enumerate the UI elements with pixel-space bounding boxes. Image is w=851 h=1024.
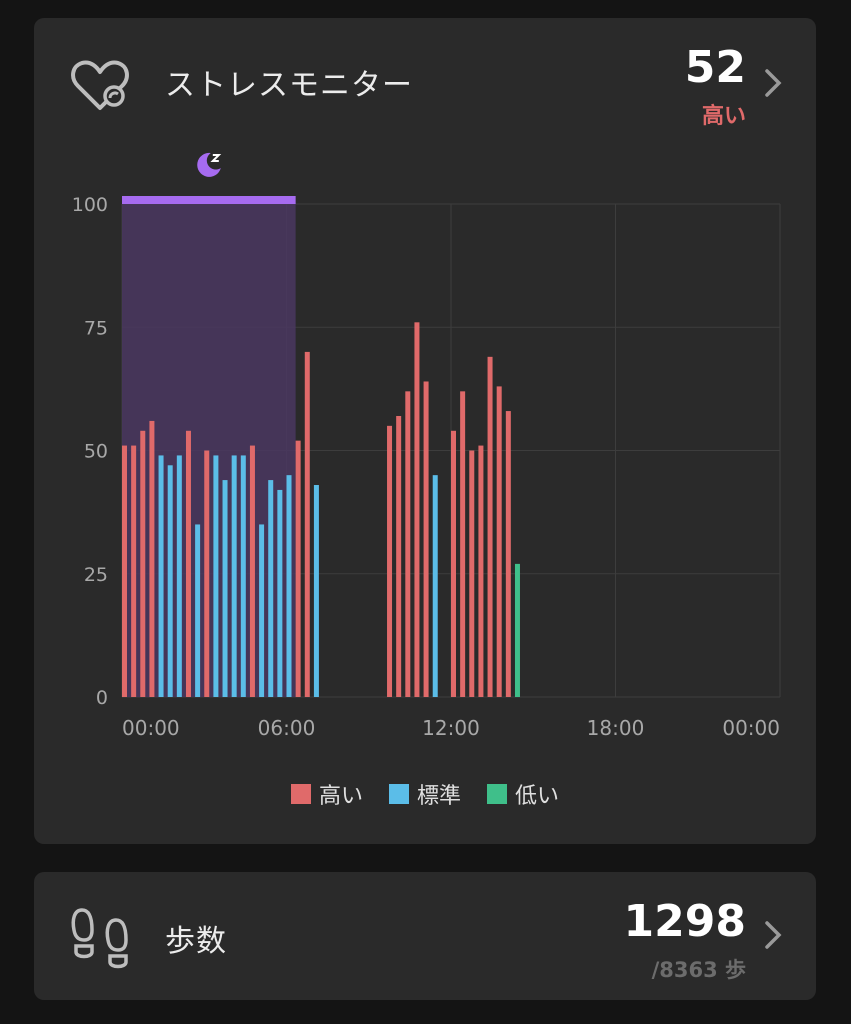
y-tick-label: 100 bbox=[72, 194, 108, 216]
steps-card[interactable]: 歩数 1298 /8363 歩 bbox=[34, 872, 816, 1000]
y-tick-label: 25 bbox=[84, 564, 108, 586]
stress-bar-normal bbox=[432, 475, 438, 697]
stress-bar-normal bbox=[240, 455, 246, 697]
x-tick-label: 00:00 bbox=[722, 716, 780, 740]
x-tick-label: 18:00 bbox=[587, 716, 645, 740]
stress-bar-high bbox=[478, 445, 484, 697]
stress-bar-high bbox=[405, 391, 411, 697]
stress-bar-normal bbox=[286, 475, 292, 697]
stress-monitor-card[interactable]: ストレスモニター 52 高い 0 25 50 75 100 00:00 06:00 12:00… bbox=[34, 18, 816, 844]
y-tick-label: 50 bbox=[84, 441, 108, 463]
x-tick-label: 06:00 bbox=[258, 716, 316, 740]
y-tick-label: 75 bbox=[84, 317, 108, 339]
stress-monitor-title: ストレスモニター bbox=[165, 68, 413, 103]
stress-value: 52 bbox=[684, 42, 746, 93]
stress-level-label: 高い bbox=[701, 104, 746, 129]
sleep-period-bar bbox=[122, 196, 296, 204]
stress-bar-high bbox=[185, 430, 191, 697]
x-tick-label: 12:00 bbox=[422, 716, 480, 740]
chevron-right-icon[interactable] bbox=[764, 68, 782, 102]
stress-bar-chart: 0 25 50 75 100 00:00 06:00 12:00 18:00 00:00 bbox=[72, 152, 781, 740]
legend-swatch-normal bbox=[388, 784, 409, 804]
legend-label-low: 低い bbox=[515, 784, 560, 809]
steps-value: 1298 bbox=[623, 896, 746, 947]
stress-bar-high bbox=[249, 445, 255, 697]
legend-label-normal: 標準 bbox=[416, 784, 461, 809]
stress-bar-high bbox=[295, 440, 301, 697]
stress-bar-high bbox=[204, 450, 210, 697]
stress-bar-high bbox=[149, 420, 155, 697]
stress-bar-normal bbox=[167, 465, 173, 697]
stress-bar-high bbox=[460, 391, 466, 697]
legend-swatch-high bbox=[290, 784, 311, 804]
stress-bar-normal bbox=[195, 524, 201, 697]
stress-bar-normal bbox=[213, 455, 219, 697]
stress-bar-high bbox=[387, 425, 393, 697]
stress-bar-normal bbox=[313, 485, 319, 697]
legend-item-normal: 標準 bbox=[388, 778, 461, 810]
sleep-moon-icon bbox=[197, 152, 222, 177]
steps-goal: /8363 歩 bbox=[651, 958, 746, 982]
stress-bar-normal bbox=[176, 455, 182, 697]
stress-bar-normal bbox=[259, 524, 265, 697]
stress-bar-high bbox=[469, 450, 475, 697]
stress-bar-normal bbox=[231, 455, 237, 697]
heart-stress-icon bbox=[70, 58, 130, 118]
stress-bar-high bbox=[496, 386, 502, 697]
chevron-right-icon[interactable] bbox=[764, 920, 782, 954]
legend-item-high: 高い bbox=[290, 778, 363, 810]
legend-swatch-low bbox=[487, 784, 507, 804]
stress-bar-high bbox=[304, 351, 310, 697]
y-tick-label: 0 bbox=[96, 687, 108, 709]
stress-bar-normal bbox=[268, 480, 274, 697]
stress-bar-high bbox=[140, 430, 146, 697]
legend-item-low: 低い bbox=[487, 778, 559, 810]
stress-bar-normal bbox=[158, 455, 164, 697]
stress-bar-normal bbox=[222, 480, 228, 697]
x-tick-label: 00:00 bbox=[122, 716, 180, 740]
legend-label-high: 高い bbox=[318, 784, 363, 809]
chart-legend: 高い 標準 低い bbox=[34, 778, 816, 810]
steps-title: 歩数 bbox=[165, 924, 227, 959]
stress-bar-high bbox=[451, 430, 456, 697]
stress-bar-high bbox=[396, 415, 402, 697]
footprints-icon bbox=[70, 906, 130, 974]
stress-bar-normal bbox=[277, 489, 283, 697]
stress-bar-high bbox=[414, 322, 420, 697]
stress-bar-high bbox=[131, 445, 137, 697]
stress-bar-high bbox=[122, 445, 127, 697]
stress-bar-low bbox=[514, 563, 520, 697]
stress-bar-high bbox=[487, 356, 493, 697]
stress-bar-high bbox=[505, 411, 511, 697]
stress-bar-high bbox=[423, 381, 429, 697]
